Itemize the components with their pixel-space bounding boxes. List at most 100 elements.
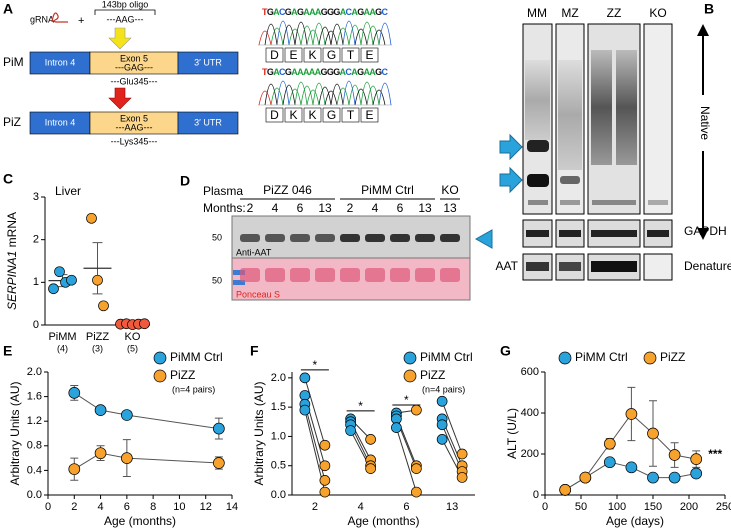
amino-acid: D (270, 108, 279, 122)
data-point (559, 484, 572, 496)
y-tick-label: 0.5 (271, 460, 286, 472)
x-count-label: (3) (92, 343, 103, 353)
x-tick-label: 50 (575, 501, 587, 513)
aat-blot (522, 253, 673, 281)
ponceau-band (240, 268, 260, 282)
lane-label: KO (649, 6, 666, 20)
chromatogram-peak (318, 26, 332, 46)
legend-label: PiMM Ctrl (420, 350, 473, 364)
panel-letter: E (3, 343, 12, 359)
x-tick-label: PiMM (48, 331, 76, 343)
aat-arrowhead (474, 229, 493, 249)
pair-line (441, 401, 463, 455)
chromatogram-peak (258, 90, 272, 106)
chromatogram-peak (372, 29, 386, 46)
data-point (436, 419, 448, 431)
data-point (411, 404, 422, 416)
data-point (319, 486, 331, 498)
data-point (94, 404, 107, 416)
lane-label: MM (527, 6, 547, 20)
x-tick-label: 14 (226, 501, 238, 513)
allele-label: PiZ (3, 115, 21, 129)
data-point (436, 434, 448, 445)
x-tick-label: 4 (98, 501, 104, 513)
x-axis-label: Age (days) (606, 514, 664, 528)
x-tick-label: 8 (150, 501, 156, 513)
y-tick-label: 2.0 (27, 366, 42, 378)
data-point (668, 449, 681, 461)
data-point (647, 427, 659, 440)
y-tick-label: 1.6 (27, 391, 42, 403)
ponceau-band (365, 268, 385, 282)
chromatogram-peak (330, 23, 344, 46)
gapdh-blot (522, 219, 673, 248)
chromatogram-peak (342, 20, 356, 46)
data-point (66, 274, 77, 286)
data-point (54, 266, 65, 278)
annotation: (n=4 pairs) (422, 384, 465, 394)
codon-box (265, 47, 284, 63)
gapdh-label: GAPDH (684, 224, 727, 238)
x-tick-label: 200 (680, 501, 698, 513)
chromatogram-peak (276, 20, 290, 46)
chromatogram-peak (270, 27, 284, 46)
x-tick-label: PiZZ (86, 331, 110, 343)
pair-line (395, 427, 417, 493)
series-line (74, 392, 219, 430)
month-label: 6 (397, 201, 404, 215)
legend-swatch (153, 369, 167, 383)
y-tick-label: 1 (33, 276, 39, 288)
x-tick-label: 150 (644, 501, 662, 513)
utr-box (177, 51, 239, 75)
y-axis-label-gene: SERPINA1 (5, 251, 19, 310)
residue-label: ---Lys345--- (111, 136, 158, 146)
data-point (319, 460, 331, 472)
panel-letter: C (3, 171, 13, 187)
codon-box (303, 107, 322, 123)
y-tick-label: 2.0 (271, 372, 286, 384)
y-tick-label: 0.0 (271, 489, 286, 501)
amino-acid: E (365, 48, 373, 62)
x-tick-label: 250 (716, 501, 731, 513)
aat-plasma-blot (231, 215, 471, 301)
sequence: TGACGAAAAAGGGACAGAAGC (262, 67, 389, 77)
legend-swatch (153, 351, 167, 365)
allele-label: PiM (3, 55, 24, 69)
result-arrow (108, 87, 132, 110)
intron-label: Intron 4 (45, 117, 76, 127)
significance-label: * (358, 399, 363, 413)
pair-line (304, 377, 326, 446)
panel-letter: B (704, 1, 714, 17)
codon-box (265, 107, 284, 123)
legend-swatch (643, 351, 657, 365)
x-tick-label: 10 (173, 501, 185, 513)
month-label: 2 (247, 201, 254, 215)
group-label: KO (441, 183, 458, 197)
legend-swatch (403, 369, 417, 383)
codon-box (284, 47, 303, 63)
y-axis-label: ALT (U/L) (505, 408, 519, 459)
marker-label: 50 (212, 232, 222, 242)
chromatogram-peak (366, 25, 380, 46)
y-tick-label: 1.0 (271, 430, 286, 442)
x-tick-label: 0 (542, 501, 548, 513)
y-tick-label: 0.0 (27, 489, 42, 501)
data-point (213, 457, 225, 469)
legend-label: PiMM Ctrl (170, 350, 223, 364)
data-point (94, 447, 107, 460)
utr-box (177, 111, 239, 135)
oligo-bracket (94, 9, 156, 15)
band-arrow (499, 166, 523, 194)
codon-label: ---AAG--- (116, 122, 153, 132)
chromatogram-peak (348, 24, 362, 46)
denatured-label: Denatured (684, 259, 731, 273)
significance-label: * (404, 393, 409, 407)
x-tick-label: 2 (71, 501, 77, 513)
y-axis-label: Arbitrary Units (AU) (252, 381, 266, 485)
chromatogram-peak (324, 30, 338, 46)
grna-icon (51, 12, 68, 23)
group-label: PiMM Ctrl (361, 183, 414, 197)
aat-band (240, 234, 260, 242)
native-label-bg (696, 95, 712, 151)
data-point (690, 467, 703, 480)
